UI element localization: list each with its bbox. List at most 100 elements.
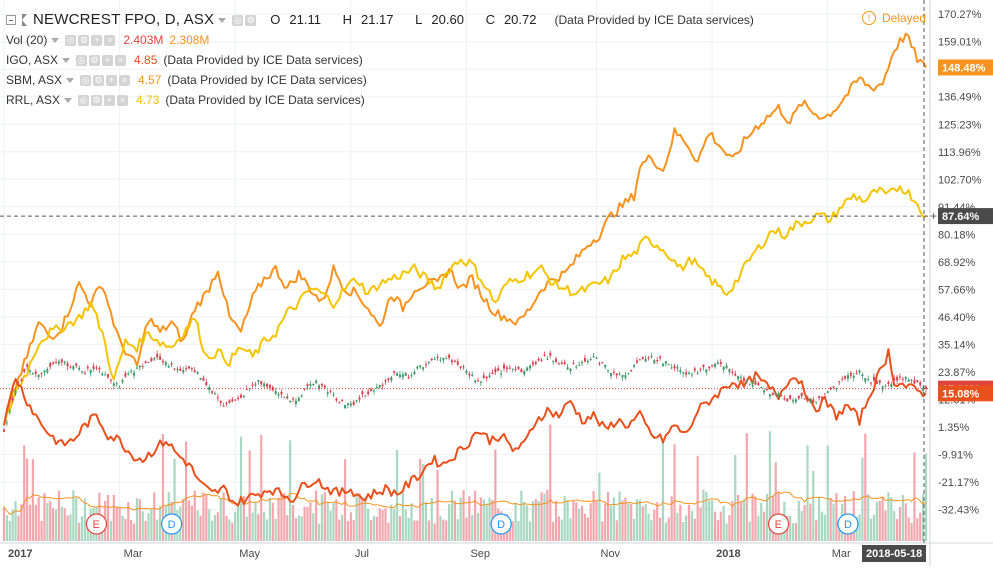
candle-body bbox=[439, 359, 442, 361]
close-icon[interactable]: × bbox=[119, 74, 131, 86]
compare-note-igo: (Data Provided by ICE Data services) bbox=[163, 53, 363, 67]
candle-body bbox=[387, 378, 390, 380]
volume-bar bbox=[526, 505, 529, 541]
volume-bar bbox=[378, 508, 381, 541]
ohlc-low: L 20.60 bbox=[415, 12, 473, 27]
collapse-icon[interactable] bbox=[6, 15, 16, 25]
settings-icon[interactable]: ⚙ bbox=[91, 94, 103, 106]
volume-bar bbox=[390, 504, 393, 541]
volume-bar bbox=[823, 514, 826, 541]
add-icon[interactable]: + bbox=[91, 34, 103, 46]
candle-body bbox=[693, 368, 696, 371]
volume-bar bbox=[895, 519, 899, 541]
dividend-marker bbox=[837, 513, 859, 535]
candle-body bbox=[586, 360, 589, 363]
compare-note-rrl: (Data Provided by ICE Data services) bbox=[165, 93, 365, 107]
volume-bar bbox=[427, 520, 430, 541]
add-icon[interactable]: + bbox=[106, 74, 118, 86]
candle-body bbox=[332, 394, 335, 396]
volume-bar bbox=[546, 489, 549, 541]
settings-icon[interactable]: ⚙ bbox=[89, 54, 101, 66]
volume-bar bbox=[537, 500, 540, 541]
close-icon[interactable]: × bbox=[117, 94, 129, 106]
compare-label-rrl[interactable]: RRL, ASX bbox=[6, 93, 61, 107]
candle-body bbox=[5, 422, 8, 424]
delayed-indicator[interactable]: ! Delayed bbox=[862, 11, 926, 25]
candle-body bbox=[641, 357, 644, 360]
volume-bar bbox=[557, 516, 561, 541]
add-icon[interactable]: + bbox=[102, 54, 114, 66]
y-tick-label: 80.18% bbox=[938, 229, 976, 241]
volume-bar bbox=[242, 495, 245, 541]
candle-body bbox=[98, 368, 101, 370]
chevron-down-icon[interactable] bbox=[64, 97, 73, 103]
symbol-title[interactable]: NEWCREST FPO, D, ASX bbox=[33, 11, 215, 28]
volume-bar bbox=[332, 503, 335, 541]
candle-body bbox=[482, 375, 485, 379]
compare-label-sbm[interactable]: SBM, ASX bbox=[6, 73, 63, 87]
volume-bar bbox=[488, 497, 491, 541]
ohlc-close: C 20.72 bbox=[486, 12, 546, 27]
candle-body bbox=[919, 382, 922, 386]
volume-bar bbox=[375, 516, 378, 541]
close-icon[interactable]: × bbox=[115, 54, 127, 66]
y-tick-label: 23.87% bbox=[938, 367, 976, 379]
candle-body bbox=[708, 366, 711, 369]
compare-value-sbm: 4.57 bbox=[138, 73, 162, 87]
volume-bar bbox=[661, 438, 665, 541]
volume-bar bbox=[124, 518, 127, 541]
volume-bar bbox=[913, 452, 916, 541]
volume-bar bbox=[765, 493, 769, 541]
chevron-down-icon[interactable] bbox=[218, 17, 227, 23]
volume-bar bbox=[517, 521, 520, 541]
candle-body bbox=[211, 391, 214, 393]
ohlc-high: H 21.17 bbox=[343, 12, 403, 27]
volume-bar bbox=[916, 518, 919, 541]
candle-body bbox=[384, 380, 387, 382]
volume-bar bbox=[474, 490, 477, 541]
x-tick-label: Nov bbox=[601, 548, 621, 560]
volume-bar bbox=[803, 505, 806, 541]
volume-bar bbox=[453, 500, 456, 541]
volume-bar bbox=[381, 509, 384, 541]
volume-bar bbox=[2, 506, 6, 541]
crosshair-value-badge bbox=[938, 208, 993, 225]
candle-body bbox=[205, 382, 208, 386]
chevron-down-icon[interactable] bbox=[51, 37, 60, 43]
candle-body bbox=[508, 367, 511, 369]
settings-icon[interactable]: ⚙ bbox=[93, 74, 105, 86]
volume-bar bbox=[864, 433, 867, 541]
settings-icon[interactable]: ⚙ bbox=[245, 14, 257, 26]
eye-icon[interactable]: ◎ bbox=[76, 54, 88, 66]
settings-icon[interactable]: ⚙ bbox=[78, 34, 90, 46]
candle-body bbox=[277, 393, 280, 396]
candle-body bbox=[57, 361, 60, 364]
volume-bar bbox=[739, 502, 743, 541]
volume-bar bbox=[11, 509, 14, 541]
chevron-down-icon[interactable] bbox=[66, 77, 75, 83]
flag-icon[interactable] bbox=[22, 14, 27, 26]
close-icon[interactable]: × bbox=[104, 34, 116, 46]
volume-bar bbox=[687, 504, 691, 541]
volume-bar bbox=[734, 455, 737, 541]
candle-body bbox=[517, 366, 520, 369]
volume-bar bbox=[271, 502, 274, 541]
add-icon[interactable]: + bbox=[104, 94, 116, 106]
candle-body bbox=[81, 371, 84, 373]
candle-body bbox=[34, 371, 37, 374]
volume-bar bbox=[54, 509, 58, 541]
eye-icon[interactable]: ◎ bbox=[232, 14, 244, 26]
compare-label-igo[interactable]: IGO, ASX bbox=[6, 53, 59, 67]
candle-body bbox=[164, 361, 167, 366]
eye-icon[interactable]: ◎ bbox=[78, 94, 90, 106]
chevron-down-icon[interactable] bbox=[62, 57, 71, 63]
candle-body bbox=[653, 359, 656, 364]
candle-body bbox=[450, 360, 453, 363]
volume-bar bbox=[737, 494, 740, 541]
eye-icon[interactable]: ◎ bbox=[80, 74, 92, 86]
candle-body bbox=[852, 375, 855, 378]
eye-icon[interactable]: ◎ bbox=[65, 34, 77, 46]
candle-body bbox=[251, 384, 254, 386]
volume-label[interactable]: Vol (20) bbox=[6, 33, 48, 47]
